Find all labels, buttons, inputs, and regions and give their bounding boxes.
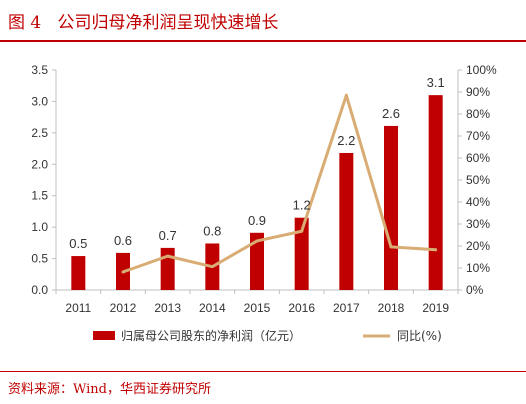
bar-value-label: 0.5 bbox=[69, 236, 87, 251]
figure-title-text: 公司归母净利润呈现快速增长 bbox=[57, 13, 279, 33]
legend-line-label: 同比(%) bbox=[397, 329, 442, 343]
growth-point bbox=[389, 245, 393, 249]
growth-point bbox=[434, 248, 438, 252]
x-tick-label: 2011 bbox=[65, 301, 91, 315]
source-divider bbox=[0, 371, 526, 372]
legend: 归属母公司股东的净利润（亿元） 同比(%) bbox=[93, 328, 442, 343]
right-tick-label: 50% bbox=[466, 173, 490, 187]
bar-value-label: 1.2 bbox=[293, 198, 311, 213]
source-note: 资料来源：Wind，华西证券研究所 bbox=[8, 382, 211, 397]
figure-number: 图 4 bbox=[8, 13, 42, 33]
left-tick-label: 1.0 bbox=[31, 220, 48, 234]
right-tick-label: 70% bbox=[466, 129, 490, 143]
x-tick-label: 2016 bbox=[288, 301, 315, 315]
left-tick-label: 0.0 bbox=[31, 283, 48, 297]
left-tick-label: 1.5 bbox=[31, 189, 48, 203]
data-labels: 0.5 0.6 0.7 0.8 0.9 1.2 2.2 2.6 3.1 bbox=[69, 75, 444, 251]
bar-value-label: 0.7 bbox=[159, 228, 177, 243]
right-tick-label: 80% bbox=[466, 107, 490, 121]
bar bbox=[294, 217, 309, 290]
right-tick-label: 10% bbox=[466, 261, 490, 275]
bar bbox=[384, 125, 398, 290]
right-tick-label: 0% bbox=[466, 283, 484, 297]
growth-point bbox=[210, 265, 214, 269]
bar-series bbox=[71, 95, 443, 291]
bar bbox=[428, 95, 443, 291]
growth-point bbox=[121, 270, 125, 274]
x-tick-label: 2017 bbox=[333, 301, 360, 315]
growth-line bbox=[122, 93, 436, 274]
title-divider bbox=[0, 40, 526, 42]
x-tick-label: 2012 bbox=[110, 301, 137, 315]
right-tick-label: 90% bbox=[466, 85, 490, 99]
x-tick-label: 2015 bbox=[244, 301, 271, 315]
left-tick-label: 3.0 bbox=[31, 94, 48, 108]
bar bbox=[160, 247, 175, 290]
bar-value-label: 0.6 bbox=[114, 233, 132, 248]
figure-title: 图 4 公司归母净利润呈现快速增长 bbox=[8, 8, 278, 33]
x-tick-label: 2018 bbox=[378, 301, 405, 315]
growth-point bbox=[255, 239, 259, 243]
left-tick-label: 2.5 bbox=[31, 126, 48, 140]
bar-value-label: 2.6 bbox=[382, 106, 400, 121]
left-tick-label: 0.5 bbox=[31, 252, 48, 266]
bar-value-label: 0.9 bbox=[248, 213, 266, 228]
x-tick-label: 2014 bbox=[199, 301, 226, 315]
bar bbox=[339, 152, 354, 290]
bar-value-label: 2.2 bbox=[337, 133, 355, 148]
bar bbox=[71, 256, 86, 290]
right-tick-label: 30% bbox=[466, 217, 490, 231]
left-tick-label: 2.0 bbox=[31, 157, 48, 171]
right-tick-label: 40% bbox=[466, 195, 490, 209]
growth-point bbox=[166, 254, 170, 258]
growth-point bbox=[344, 93, 348, 97]
x-tick-label: 2019 bbox=[422, 301, 449, 315]
x-tick-label: 2013 bbox=[154, 301, 181, 315]
right-tick-label: 20% bbox=[466, 239, 490, 253]
bar-value-label: 3.1 bbox=[427, 75, 445, 90]
right-tick-label: 60% bbox=[466, 151, 490, 165]
right-tick-label: 100% bbox=[466, 63, 497, 77]
legend-bar-swatch bbox=[93, 331, 115, 340]
line-series bbox=[121, 93, 438, 274]
legend-bar-label: 归属母公司股东的净利润（亿元） bbox=[121, 328, 301, 343]
left-tick-label: 3.5 bbox=[31, 63, 48, 77]
axes: 0.0 0.5 1.0 1.5 2.0 2.5 3.0 3.5 0% 10% 20% 30% 40% 50… bbox=[31, 63, 497, 315]
growth-point bbox=[300, 229, 304, 233]
bar bbox=[250, 232, 264, 290]
bar-value-label: 0.8 bbox=[203, 223, 221, 238]
